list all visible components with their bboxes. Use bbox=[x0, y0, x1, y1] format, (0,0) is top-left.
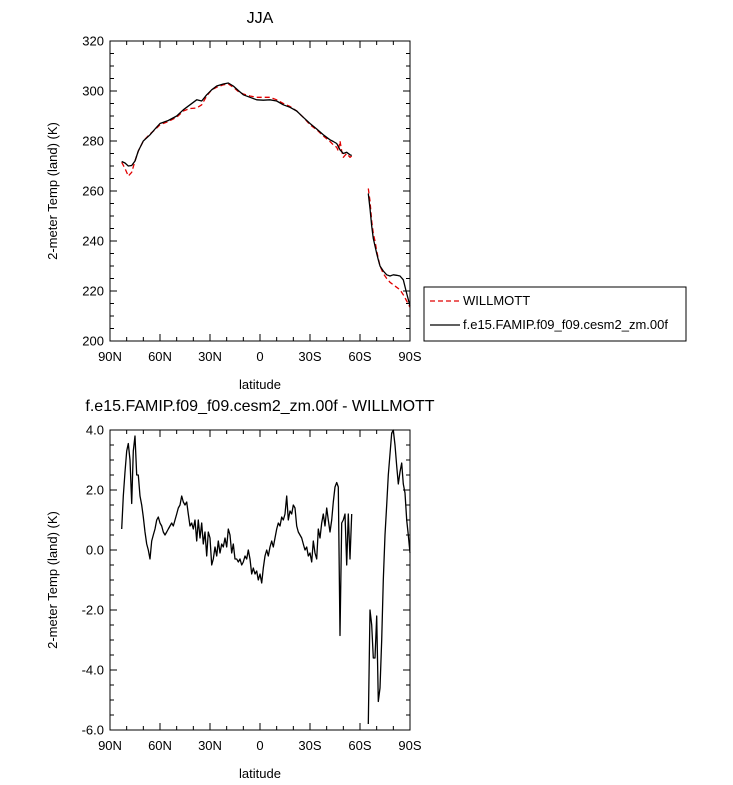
x-tick-label: 60S bbox=[348, 738, 371, 753]
x-tick-label: 0 bbox=[256, 349, 263, 364]
top-series-1-line bbox=[367, 193, 411, 307]
panel-bottom: f.e15.FAMIP.f09_f09.cesm2_zm.00f - WILLM… bbox=[45, 398, 435, 781]
y-tick-label: 240 bbox=[82, 234, 104, 249]
y-tick-label: 200 bbox=[82, 334, 104, 349]
bottom-chart-frame bbox=[109, 429, 411, 731]
bottom-chart-xlabel: latitude bbox=[239, 766, 281, 781]
top-series-1-line bbox=[121, 82, 352, 167]
x-tick-label: 60N bbox=[148, 349, 172, 364]
y-tick-label: -6.0 bbox=[82, 723, 104, 738]
top-chart-ticks: 90N 60N 30N 0 30S 60S 90S 200 220 240 260 280 300 320 bbox=[82, 34, 422, 365]
y-tick-label: 260 bbox=[82, 184, 104, 199]
legend: WILLMOTT f.e15.FAMIP.f09_f09.cesm2_zm.00… bbox=[423, 286, 687, 342]
y-tick-label: -4.0 bbox=[82, 663, 104, 678]
bottom-series-0-line bbox=[367, 429, 411, 725]
y-tick-label: 300 bbox=[82, 84, 104, 99]
x-tick-label: 90S bbox=[398, 738, 421, 753]
bottom-chart-ticks: 90N 60N 30N 0 30S 60S 90S -6.0 -4.0 -2.0 0.0 2.0 4.0 bbox=[82, 423, 422, 754]
x-tick-label: 60S bbox=[348, 349, 371, 364]
x-tick-label: 30N bbox=[198, 349, 222, 364]
top-chart-title: JJA bbox=[247, 10, 274, 27]
top-series-0-line bbox=[367, 188, 411, 308]
y-tick-label: 4.0 bbox=[86, 423, 104, 438]
x-tick-label: 30S bbox=[298, 349, 321, 364]
top-chart-series bbox=[121, 82, 411, 308]
bottom-series-0-line bbox=[121, 435, 353, 637]
x-tick-label: 90N bbox=[98, 738, 122, 753]
legend-label-willmott: WILLMOTT bbox=[463, 293, 530, 308]
y-tick-label: 220 bbox=[82, 284, 104, 299]
top-chart-ylabel: 2-meter Temp (land) (K) bbox=[45, 122, 60, 260]
y-tick-label: -2.0 bbox=[82, 603, 104, 618]
bottom-chart-series bbox=[121, 429, 411, 725]
y-tick-label: 320 bbox=[82, 34, 104, 49]
top-chart-xlabel: latitude bbox=[239, 377, 281, 392]
x-tick-label: 0 bbox=[256, 738, 263, 753]
legend-box bbox=[423, 286, 687, 342]
bottom-chart-title: f.e15.FAMIP.f09_f09.cesm2_zm.00f - WILLM… bbox=[85, 398, 434, 415]
bottom-chart-ylabel: 2-meter Temp (land) (K) bbox=[45, 511, 60, 649]
x-tick-label: 30N bbox=[198, 738, 222, 753]
y-tick-label: 2.0 bbox=[86, 483, 104, 498]
panel-top: JJA 90N 60N 30N 0 30S 60S 90S 200 220 240 260 280 30… bbox=[45, 10, 687, 392]
x-tick-label: 30S bbox=[298, 738, 321, 753]
y-tick-label: 280 bbox=[82, 134, 104, 149]
x-tick-label: 60N bbox=[148, 738, 172, 753]
x-tick-label: 90N bbox=[98, 349, 122, 364]
y-tick-label: 0.0 bbox=[86, 543, 104, 558]
legend-label-model: f.e15.FAMIP.f09_f09.cesm2_zm.00f bbox=[463, 317, 668, 332]
x-tick-label: 90S bbox=[398, 349, 421, 364]
top-chart-frame bbox=[109, 40, 411, 342]
